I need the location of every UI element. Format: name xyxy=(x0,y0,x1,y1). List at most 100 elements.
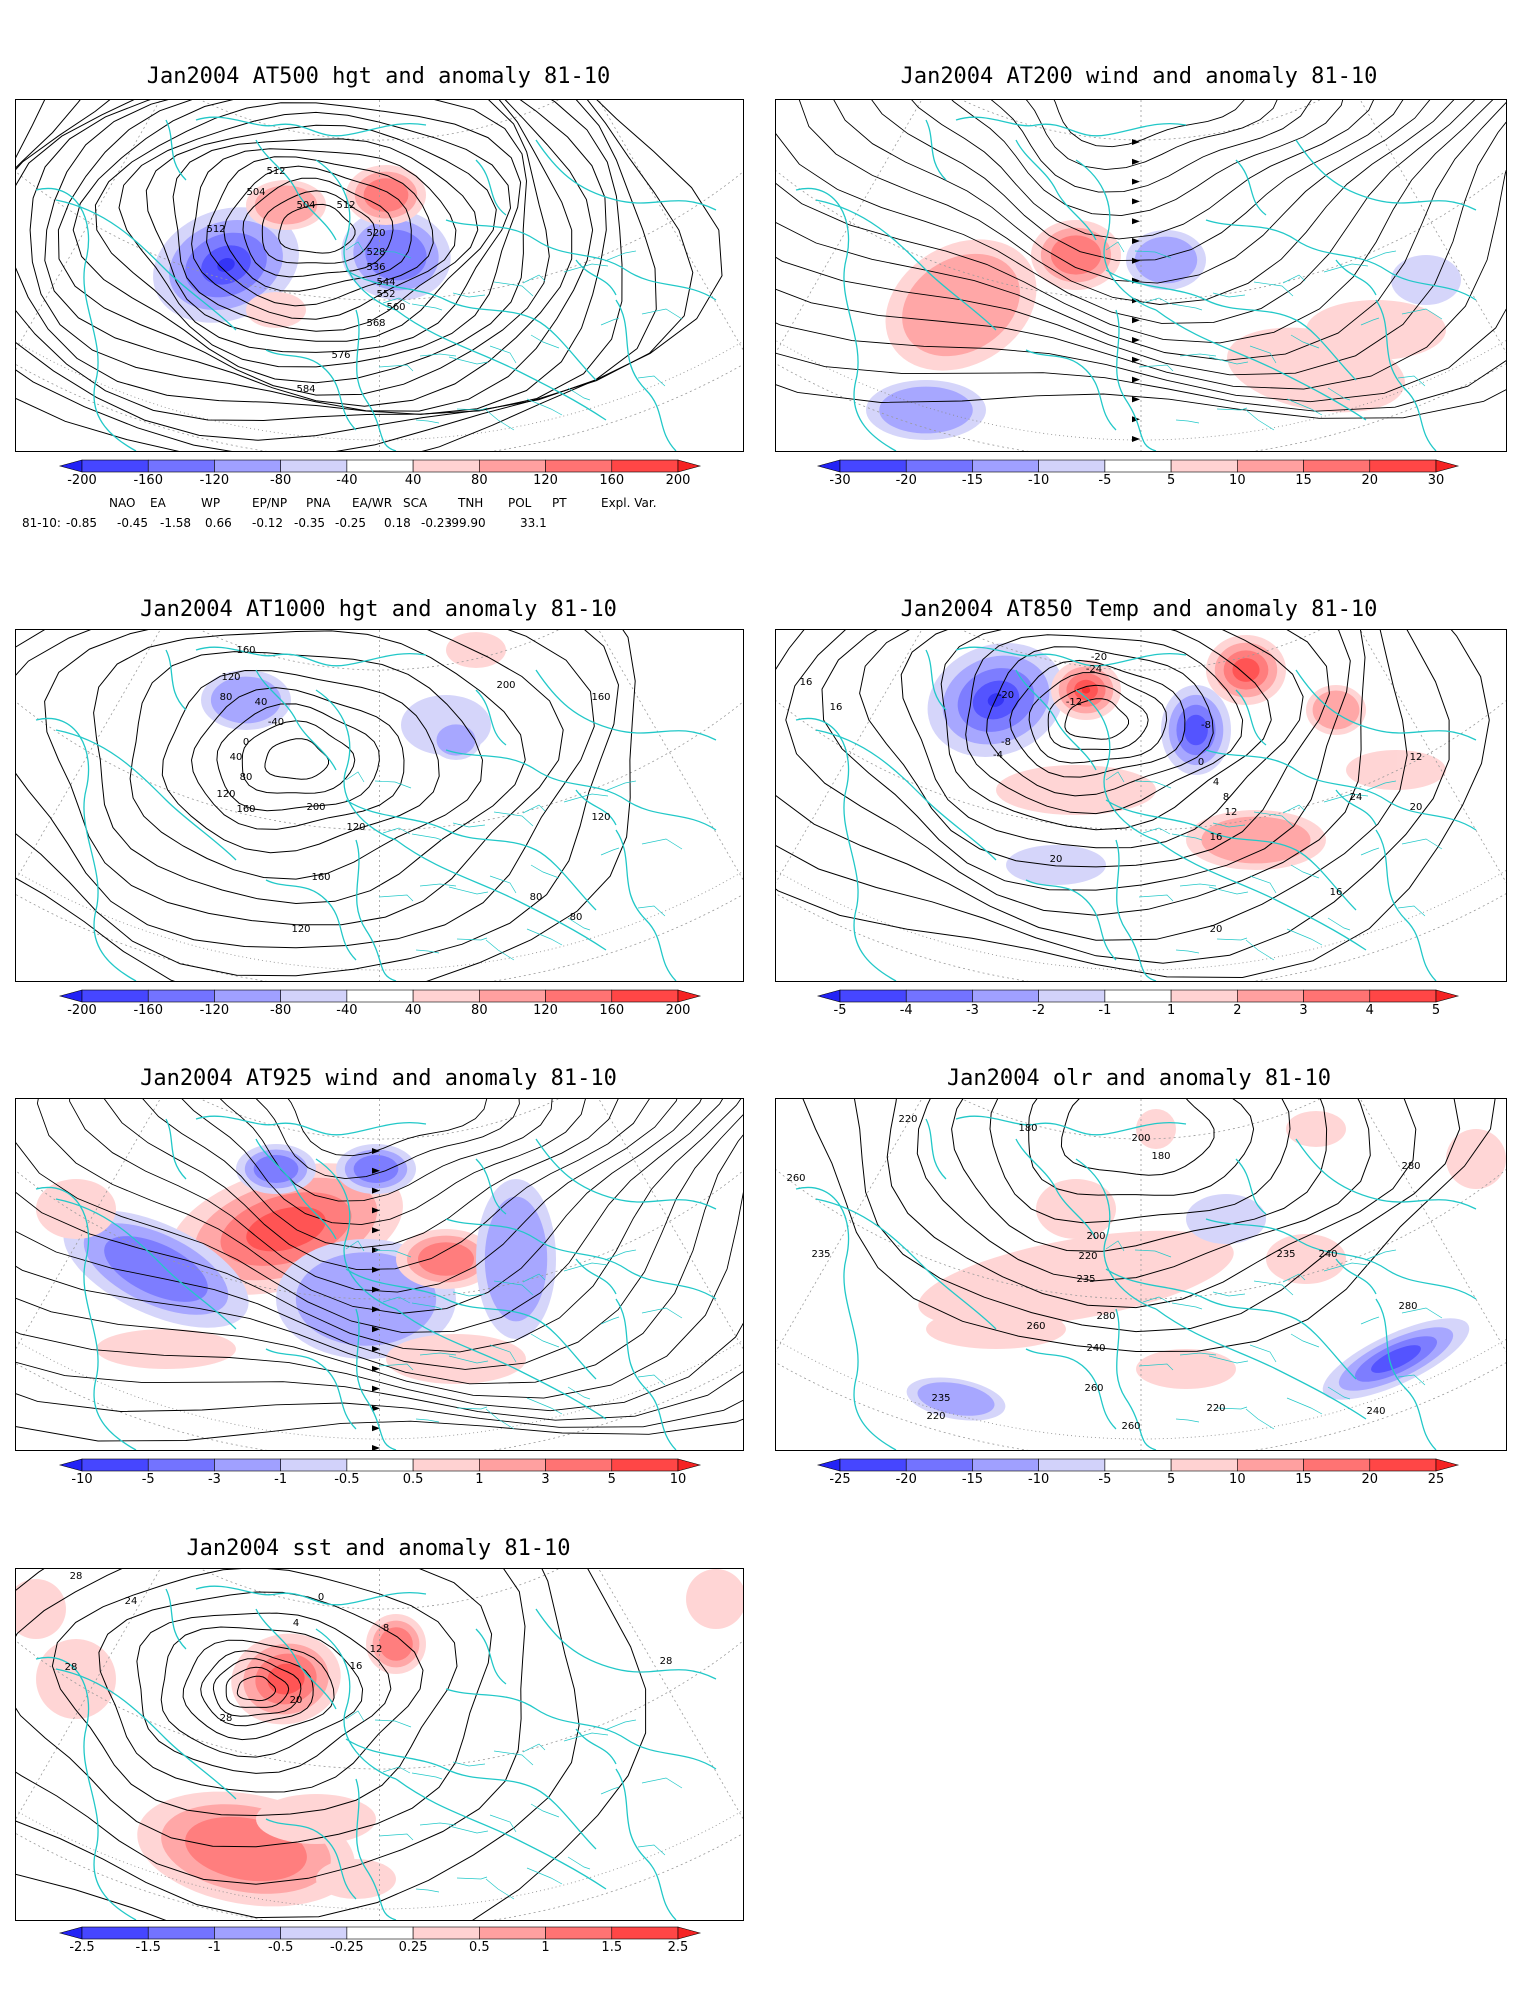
colorbar-tick-label: 30 xyxy=(1427,473,1445,488)
colorbar-tick-label: -0.25 xyxy=(330,1940,364,1955)
colorbar-tick-label: -1.5 xyxy=(135,1940,161,1955)
contour-label: 220 xyxy=(1206,1403,1225,1414)
panel-title-p4: Jan2004 AT850 Temp and anomaly 81-10 xyxy=(900,597,1378,622)
contour-label: 180 xyxy=(1151,1151,1170,1162)
contour-label: 160 xyxy=(236,804,255,815)
contour-label: 280 xyxy=(1401,1161,1420,1172)
contour-label: 504 xyxy=(296,200,315,211)
anomaly-shading xyxy=(1006,845,1106,885)
panel-title-p6: Jan2004 olr and anomaly 81-10 xyxy=(946,1066,1332,1091)
anomaly-shading xyxy=(436,724,476,756)
anomaly-shading xyxy=(246,1206,326,1252)
contour-label: 520 xyxy=(366,228,385,239)
index-value: -99.90 xyxy=(447,516,486,530)
contour-label: 180 xyxy=(1018,1123,1037,1134)
anomaly-shading xyxy=(36,1639,116,1719)
contour-label: 12 xyxy=(1410,752,1423,763)
contour-label: 560 xyxy=(386,302,405,313)
anomaly-shading xyxy=(917,1382,995,1416)
contour-label: 80 xyxy=(240,772,253,783)
contour-lines xyxy=(16,630,636,981)
country-borders xyxy=(345,241,683,431)
anomaly-shading xyxy=(36,1179,116,1239)
contour-label: 20 xyxy=(1410,802,1423,813)
panel-title-p7: Jan2004 sst and anomaly 81-10 xyxy=(186,1536,571,1561)
contour-label: 280 xyxy=(1398,1301,1417,1312)
graticule xyxy=(776,1099,1506,1450)
contour-label: -24 xyxy=(1086,664,1102,675)
index-row-label: 81-10: xyxy=(22,516,61,530)
contour-label: 235 xyxy=(1276,1249,1295,1260)
contour-label: 576 xyxy=(331,350,350,361)
colorbar-p2: -30 -20 -15 -10 -5 5 10 15 20 30 xyxy=(816,459,1460,504)
contour-label: 0 xyxy=(1198,757,1204,768)
colorbar-p5: -10 -5 -3 -1 -0.5 0.5 1 3 5 10 xyxy=(58,1458,702,1503)
colorbar-tick-label: 160 xyxy=(599,1003,625,1018)
index-value: 0.66 xyxy=(205,516,232,530)
contour-label: 20 xyxy=(290,1695,303,1706)
contour-label: 8 xyxy=(1223,792,1229,803)
anomaly-shading xyxy=(1036,1179,1116,1239)
contour-label: -40 xyxy=(268,717,284,728)
colorbar-tick-label: 10 xyxy=(1229,1472,1246,1487)
anomaly-shading xyxy=(996,765,1156,815)
contour-label: -8 xyxy=(1001,737,1011,748)
anomaly-shading xyxy=(254,185,318,225)
anomaly-shading xyxy=(1136,1349,1236,1389)
colorbar-tick-label: 120 xyxy=(533,1003,558,1018)
contour-label: -20 xyxy=(998,690,1014,701)
colorbar-tick-label: 1 xyxy=(475,1472,484,1487)
contour-label: -12 xyxy=(1066,697,1082,708)
index-header: POL xyxy=(508,496,532,510)
contour-label: 512 xyxy=(336,200,355,211)
contour-label: 28 xyxy=(70,1571,83,1582)
contour-label: 120 xyxy=(221,672,240,683)
colorbar-tick-label: -10 xyxy=(1028,1472,1050,1487)
contour-label: 28 xyxy=(220,1713,233,1724)
colorbar-tick-label: 2.5 xyxy=(667,1940,689,1955)
colorbar-tick-label: -5 xyxy=(1098,473,1112,488)
colorbar-tick-label: 200 xyxy=(665,1003,691,1018)
anomaly-shading xyxy=(418,1242,474,1276)
contour-label: 235 xyxy=(811,1249,830,1260)
colorbar-tick-label: 3 xyxy=(541,1472,550,1487)
contour-label: 40 xyxy=(255,697,268,708)
index-value: -0.45 xyxy=(117,516,149,530)
anomaly-shading xyxy=(1136,1109,1176,1149)
colorbar-tick-label: -3 xyxy=(965,1003,979,1018)
colorbar-tick-label: -1 xyxy=(207,1940,221,1955)
contour-label: 160 xyxy=(591,692,610,703)
contour-label: 260 xyxy=(786,1173,805,1184)
map-panel-p7: 28 24 28 4 0 8 12 16 20 28 28 xyxy=(15,1568,744,1921)
colorbar-tick-label: 10 xyxy=(1229,473,1246,488)
contour-label: 568 xyxy=(366,318,385,329)
colorbar-tick-label: -40 xyxy=(336,1003,358,1018)
contour-label: 24 xyxy=(1350,792,1363,803)
contour-label: 220 xyxy=(926,1411,945,1422)
colorbar-p3: -200 -160 -120 -80 -40 40 80 120 160 200 xyxy=(58,989,702,1034)
colorbar-tick-label: 5 xyxy=(1166,1472,1176,1487)
index-header: EA xyxy=(150,496,166,510)
contour-label: 0 xyxy=(318,1592,324,1603)
index-value: -1.58 xyxy=(160,516,192,530)
anomaly-shading xyxy=(918,1230,1234,1328)
anomaly-shading xyxy=(379,1627,413,1661)
contour-label: 240 xyxy=(1086,1343,1105,1354)
contour-label: 512 xyxy=(266,166,285,177)
country-borders xyxy=(1105,771,1443,961)
colorbar-tick-label: 80 xyxy=(471,473,488,488)
map-panel-p3: 160 120 80 40 -40 0 40 80 120 160 200 200 160 120 120 8… xyxy=(15,629,744,982)
contour-label: 260 xyxy=(1084,1383,1103,1394)
colorbar-tick-label: 5 xyxy=(1166,473,1176,488)
contour-labels: 1616-20-12-24-20-8-4-8048121620241220162… xyxy=(800,652,1423,935)
coastlines xyxy=(795,646,1477,981)
contour-label: 160 xyxy=(236,645,255,656)
contour-label: 512 xyxy=(206,224,225,235)
contour-label: 160 xyxy=(311,872,330,883)
colorbar-tick-label: 3 xyxy=(1299,1003,1308,1018)
contour-label: -20 xyxy=(1091,652,1107,663)
anomaly-shading xyxy=(902,253,1020,357)
anomaly-shading xyxy=(1081,686,1091,694)
index-header: EA/WR xyxy=(352,496,393,510)
country-borders xyxy=(1105,1240,1443,1430)
